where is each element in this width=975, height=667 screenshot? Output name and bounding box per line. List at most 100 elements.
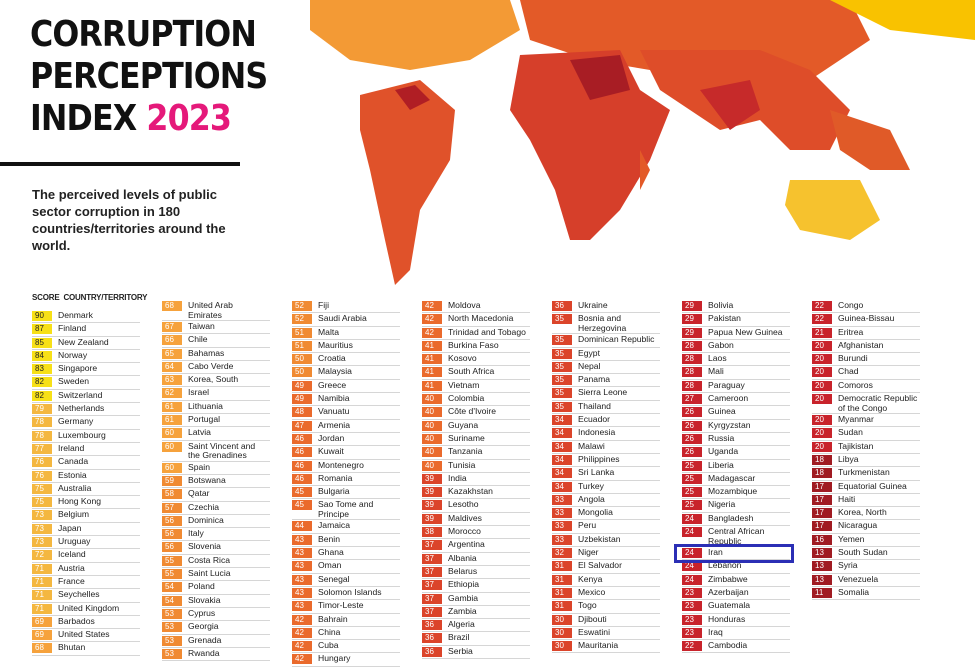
- table-row: 56 Dominica: [162, 514, 270, 529]
- country: Panama: [578, 374, 611, 385]
- table-row: 18 Libya: [812, 454, 920, 468]
- country: Trinidad and Tobago: [448, 326, 526, 337]
- score: 42: [422, 314, 442, 325]
- table-row: 76 Canada: [32, 456, 140, 470]
- country: Barbados: [58, 615, 95, 626]
- table-row: 45 Bulgaria: [292, 486, 400, 500]
- score: 82: [32, 390, 52, 401]
- country: Bahrain: [318, 613, 348, 624]
- table-row: 43 Oman: [292, 560, 400, 574]
- score: 69: [32, 616, 52, 627]
- table-row: 75 Hong Kong: [32, 496, 140, 510]
- score: 23: [682, 587, 702, 598]
- score: 13: [812, 561, 832, 572]
- table-row: 42 North Macedonia: [422, 313, 530, 327]
- score: 23: [682, 627, 702, 638]
- country: Colombia: [448, 393, 485, 404]
- country: Bulgaria: [318, 486, 350, 497]
- score: 71: [32, 590, 52, 601]
- table-row: 77 Ireland: [32, 443, 140, 457]
- country: Greece: [318, 379, 347, 390]
- score: 40: [422, 407, 442, 418]
- country: Ethiopia: [448, 579, 480, 590]
- country: Uganda: [708, 446, 739, 457]
- country: United Arab Emirates: [188, 300, 233, 320]
- score: 66: [162, 335, 182, 346]
- table-row: 44 Jamaica: [292, 520, 400, 534]
- country: Myanmar: [838, 414, 874, 425]
- table-row: 35 Dominican Republic: [552, 334, 660, 348]
- score: 24: [682, 574, 702, 585]
- table-row: 20 Burundi: [812, 353, 920, 367]
- country: Czechia: [188, 501, 220, 512]
- table-row: 42 Bahrain: [292, 614, 400, 627]
- country: Slovakia: [188, 594, 221, 605]
- country: Tunisia: [448, 459, 476, 470]
- score: 37: [422, 580, 442, 591]
- country: Russia: [708, 432, 735, 443]
- score: 20: [812, 354, 832, 365]
- country: Cyprus: [188, 607, 216, 618]
- table-column: 22 Congo 22 Guinea-Bissau 21 Eritrea 20 Afghani…: [812, 300, 920, 601]
- table-row: 49 Namibia: [292, 393, 400, 407]
- score: 34: [552, 415, 572, 426]
- table-row: 53 Cyprus: [162, 607, 270, 622]
- table-row: 72 Iceland: [32, 549, 140, 563]
- score: 63: [162, 375, 182, 386]
- score: 76: [32, 457, 52, 468]
- score: 25: [682, 500, 702, 511]
- score: 31: [552, 587, 572, 598]
- country: Kyrgyzstan: [708, 419, 751, 430]
- score: 26: [682, 420, 702, 431]
- table-row: 25 Nigeria: [682, 499, 790, 513]
- country: Jamaica: [318, 520, 350, 531]
- country: Dominica: [188, 514, 224, 525]
- score: 20: [812, 340, 832, 351]
- country: Qatar: [188, 488, 210, 499]
- table-row: 22 Guinea-Bissau: [812, 313, 920, 327]
- country: Albania: [448, 552, 477, 563]
- score: 53: [162, 622, 182, 633]
- score: 64: [162, 361, 182, 372]
- score: 21: [812, 327, 832, 338]
- score: 55: [162, 555, 182, 566]
- table-row: 42 Trinidad and Tobago: [422, 327, 530, 340]
- country: Papua New Guinea: [708, 326, 783, 337]
- score: 26: [682, 447, 702, 458]
- score: 38: [422, 527, 442, 538]
- country: Italy: [188, 528, 204, 539]
- country: Costa Rica: [188, 554, 231, 565]
- country: Suriname: [448, 432, 485, 443]
- score: 37: [422, 593, 442, 604]
- table-row: 87 Finland: [32, 323, 140, 337]
- country: Saint Lucia: [188, 568, 231, 579]
- score: 23: [682, 614, 702, 625]
- country: Comoros: [838, 379, 873, 390]
- table-row: 34 Philippines: [552, 454, 660, 468]
- country: Mauritius: [318, 339, 353, 350]
- table-row: 20 Comoros: [812, 379, 920, 394]
- score: 37: [422, 553, 442, 564]
- table-row: 33 Peru: [552, 520, 660, 534]
- country: Lesotho: [448, 499, 479, 510]
- table-row: 55 Saint Lucia: [162, 568, 270, 582]
- table-row: 23 Guatemala: [682, 600, 790, 614]
- score: 36: [422, 633, 442, 644]
- table-row: 42 Hungary: [292, 653, 400, 667]
- score: 46: [292, 460, 312, 471]
- score: 34: [552, 454, 572, 465]
- table-row: 23 Azerbaijan: [682, 587, 790, 601]
- table-row: 24 Lebanon: [682, 560, 790, 574]
- score: 72: [32, 550, 52, 561]
- table-row: 13 Syria: [812, 560, 920, 574]
- country: Serbia: [448, 645, 473, 656]
- score: 36: [552, 301, 572, 311]
- country-header: COUNTRY/TERRITORY: [63, 293, 148, 302]
- country: Morocco: [448, 526, 481, 537]
- score: 48: [292, 407, 312, 418]
- country: Zimbabwe: [708, 573, 748, 584]
- score: 18: [812, 468, 832, 479]
- table-row: 43 Solomon Islands: [292, 587, 400, 601]
- score: 43: [292, 548, 312, 559]
- country: Saudi Arabia: [318, 313, 367, 324]
